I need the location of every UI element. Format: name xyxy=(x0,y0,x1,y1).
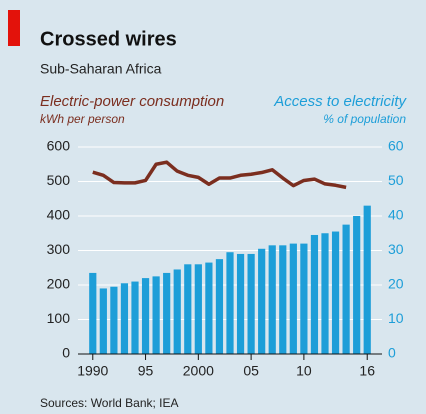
bar xyxy=(353,216,361,354)
y-tick-label: 500 xyxy=(47,172,71,188)
y-tick-label: 400 xyxy=(47,207,71,223)
y-tick-label: 200 xyxy=(47,276,71,292)
chart-title: Crossed wires xyxy=(40,28,177,50)
left-series-name: Electric-power consumption xyxy=(40,93,224,110)
bar xyxy=(205,262,213,354)
chart-subtitle: Sub-Saharan Africa xyxy=(40,61,162,77)
bar xyxy=(363,205,371,354)
accent-bar xyxy=(8,10,20,46)
x-tick-label: 2000 xyxy=(183,363,214,379)
bar xyxy=(279,245,287,354)
bar xyxy=(321,233,329,354)
bar xyxy=(289,243,297,354)
bar xyxy=(300,243,308,354)
x-tick-label: 95 xyxy=(138,363,154,379)
bar xyxy=(163,272,171,354)
bar xyxy=(331,231,340,354)
x-tick-label: 16 xyxy=(359,363,375,379)
bar xyxy=(173,269,181,354)
x-tick-label: 10 xyxy=(296,363,312,379)
bar xyxy=(226,252,234,354)
bar xyxy=(152,276,160,354)
bar xyxy=(99,288,107,354)
right-unit: % of population xyxy=(323,112,406,126)
bar xyxy=(141,278,150,354)
x-tick-label: 1990 xyxy=(77,363,108,379)
y-tick-label: 0 xyxy=(62,345,70,361)
source: Sources: World Bank; IEA xyxy=(40,396,179,410)
bar xyxy=(247,253,255,354)
line xyxy=(92,160,347,190)
bar xyxy=(310,234,319,354)
y2-tick-label: 20 xyxy=(388,276,404,292)
y2-tick-label: 30 xyxy=(388,241,404,257)
bar xyxy=(120,283,129,354)
y2-tick-label: 50 xyxy=(388,172,404,188)
bar xyxy=(258,248,266,354)
y-tick-label: 300 xyxy=(47,241,71,257)
y2-tick-label: 40 xyxy=(388,207,404,223)
bar xyxy=(268,245,276,354)
y-tick-label: 600 xyxy=(47,138,71,154)
bar xyxy=(89,272,97,354)
bar xyxy=(110,286,118,354)
bar xyxy=(184,264,192,354)
right-series-name: Access to electricity xyxy=(273,93,407,110)
bar xyxy=(236,253,245,354)
bar xyxy=(194,264,202,354)
bar xyxy=(215,259,224,354)
y2-tick-label: 60 xyxy=(388,138,404,154)
x-tick-label: 05 xyxy=(243,363,259,379)
y2-tick-label: 0 xyxy=(388,345,396,361)
y-tick-label: 100 xyxy=(47,310,71,326)
left-unit: kWh per person xyxy=(40,112,125,126)
y2-tick-label: 10 xyxy=(388,310,404,326)
bar xyxy=(342,224,350,354)
bar xyxy=(131,281,139,354)
